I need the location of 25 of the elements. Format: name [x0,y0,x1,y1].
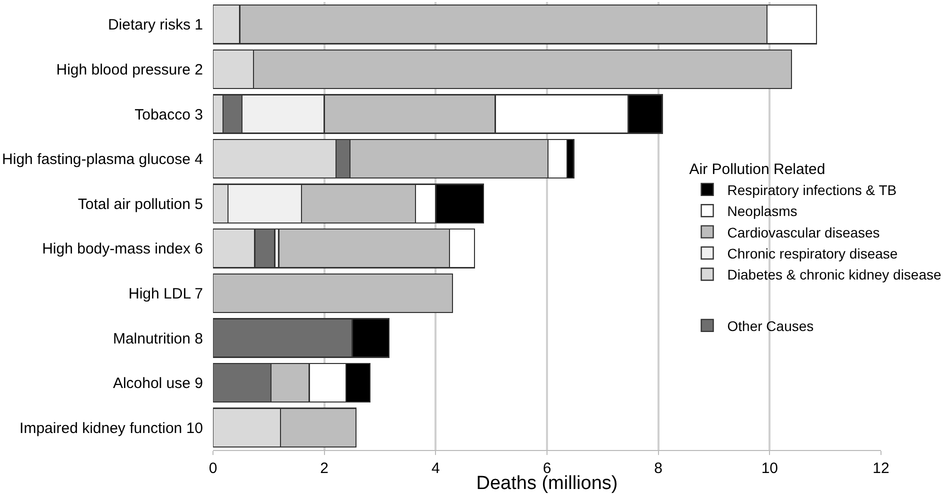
y-tick-label: High blood pressure 2 [56,61,203,78]
y-tick-label: Impaired kidney function 10 [20,420,203,437]
x-tick-label: 10 [761,460,778,477]
y-tick-label: Malnutrition 8 [112,330,203,348]
x-tick-label: 8 [654,460,662,477]
legend-label: Neoplasms [727,203,798,220]
bar [213,273,453,314]
legend-label: Other Causes [727,318,814,334]
x-axis-title: Deaths (millions) [476,473,618,494]
y-tick-label: Total air pollution 5 [78,196,203,213]
y-tick-label: Dietary risks 1 [108,16,203,34]
legend-label: Diabetes & chronic kidney disease [727,266,942,283]
legend-label: Chronic respiratory disease [727,245,898,262]
y-tick-label: High fasting-plasma glucose 4 [2,151,203,168]
x-tick-label: 2 [320,460,328,477]
x-tick-label: 0 [208,460,218,477]
legend-title: Air Pollution Related [689,160,826,178]
x-tick-label: 4 [432,460,440,477]
y-tick-label: High LDL 7 [128,285,203,302]
y-tick-label: Alcohol use 9 [112,375,203,392]
legend-label: Cardiovascular diseases [727,224,880,240]
x-tick-label: 12 [872,460,890,477]
y-tick-label: High body-mass index 6 [42,240,203,258]
y-tick-label: Tobacco 3 [134,106,203,124]
legend-label: Respiratory infections & TB [727,182,897,198]
